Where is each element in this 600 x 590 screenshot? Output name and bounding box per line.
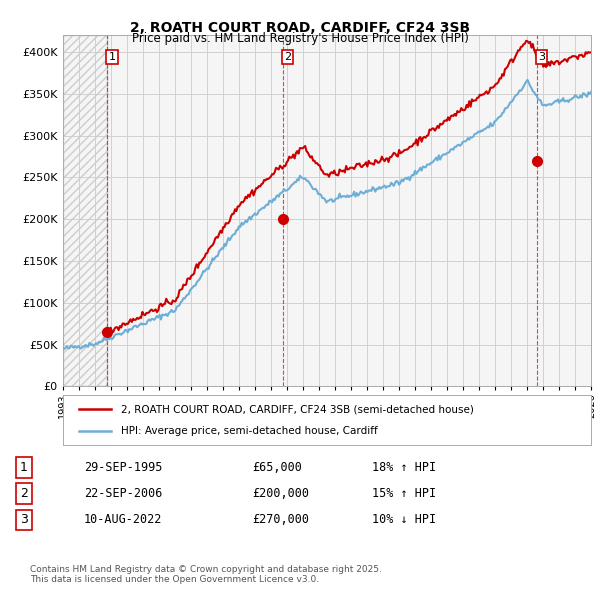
Text: 10-AUG-2022: 10-AUG-2022 <box>84 513 163 526</box>
Text: 22-SEP-2006: 22-SEP-2006 <box>84 487 163 500</box>
Text: 2: 2 <box>20 487 28 500</box>
Text: HPI: Average price, semi-detached house, Cardiff: HPI: Average price, semi-detached house,… <box>121 427 378 437</box>
Text: 15% ↑ HPI: 15% ↑ HPI <box>372 487 436 500</box>
Text: 1: 1 <box>20 461 28 474</box>
Text: 3: 3 <box>20 513 28 526</box>
Text: 10% ↓ HPI: 10% ↓ HPI <box>372 513 436 526</box>
Text: 18% ↑ HPI: 18% ↑ HPI <box>372 461 436 474</box>
Text: 2, ROATH COURT ROAD, CARDIFF, CF24 3SB: 2, ROATH COURT ROAD, CARDIFF, CF24 3SB <box>130 21 470 35</box>
Text: 2, ROATH COURT ROAD, CARDIFF, CF24 3SB (semi-detached house): 2, ROATH COURT ROAD, CARDIFF, CF24 3SB (… <box>121 404 474 414</box>
Text: £270,000: £270,000 <box>252 513 309 526</box>
Text: £200,000: £200,000 <box>252 487 309 500</box>
Text: 2: 2 <box>284 52 291 62</box>
Text: Price paid vs. HM Land Registry's House Price Index (HPI): Price paid vs. HM Land Registry's House … <box>131 32 469 45</box>
Text: 29-SEP-1995: 29-SEP-1995 <box>84 461 163 474</box>
Text: £65,000: £65,000 <box>252 461 302 474</box>
Text: 1: 1 <box>109 52 116 62</box>
Text: Contains HM Land Registry data © Crown copyright and database right 2025.
This d: Contains HM Land Registry data © Crown c… <box>30 565 382 584</box>
Text: 3: 3 <box>538 52 545 62</box>
